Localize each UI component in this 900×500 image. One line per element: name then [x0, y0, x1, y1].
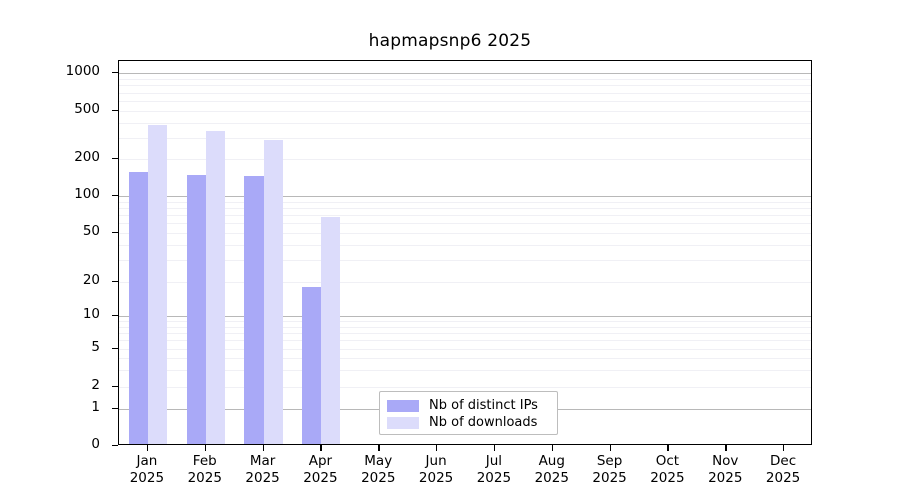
- y-axis-tick: [112, 386, 118, 388]
- chart-legend: Nb of distinct IPs Nb of downloads: [379, 391, 558, 435]
- y-axis-tick: [112, 158, 118, 160]
- x-axis-tick-label: Aug 2025: [534, 453, 569, 486]
- gridline-minor: [119, 244, 811, 246]
- y-axis-tick: [112, 72, 118, 74]
- gridline-minor: [119, 137, 811, 139]
- gridline-minor: [119, 326, 811, 328]
- x-axis-tick: [204, 445, 207, 451]
- bar: [244, 176, 264, 444]
- gridline-minor: [119, 260, 811, 262]
- x-axis-tick-label: Nov 2025: [708, 453, 743, 486]
- x-axis-tick: [783, 445, 785, 451]
- x-axis-tick-label: Jan 2025: [129, 453, 165, 486]
- legend-label-downloads: Nb of downloads: [429, 415, 538, 430]
- legend-item-1[interactable]: Nb of downloads: [387, 414, 550, 431]
- bar: [302, 287, 322, 444]
- y-axis-tick: [112, 232, 118, 234]
- x-axis-tick-label: Jun 2025: [418, 453, 454, 486]
- y-axis-tick: [112, 281, 118, 283]
- x-axis-tick: [493, 445, 496, 451]
- chart-title: hapmapsnp6 2025: [368, 31, 532, 51]
- x-axis-tick-label: Jul 2025: [476, 453, 512, 486]
- y-axis-tick: [112, 195, 118, 197]
- gridline-minor: [119, 387, 811, 388]
- gridline-minor: [119, 233, 811, 234]
- y-axis-tick: [112, 348, 118, 350]
- x-axis-tick-label: Oct 2025: [650, 453, 685, 486]
- plot-area: [118, 60, 812, 445]
- x-axis-tick: [551, 445, 554, 451]
- bar: [147, 125, 167, 444]
- gridline-minor: [119, 370, 811, 372]
- x-axis-tick: [436, 445, 438, 451]
- x-axis-tick-label: Mar 2025: [245, 453, 280, 486]
- gridline-minor: [119, 349, 811, 350]
- legend-item-0[interactable]: Nb of distinct IPs: [387, 397, 550, 414]
- x-axis-tick-label: Sep 2025: [592, 453, 627, 486]
- legend-swatch-downloads: [387, 416, 419, 429]
- gridline-minor: [119, 159, 811, 160]
- gridline-minor: [119, 358, 811, 360]
- gridline-minor: [119, 101, 811, 102]
- x-axis-tick: [146, 445, 149, 451]
- gridline-minor: [119, 207, 811, 209]
- gridline-minor: [119, 78, 811, 80]
- gridline-major: [119, 196, 811, 197]
- bar: [186, 175, 206, 444]
- x-axis-tick-label: Apr 2025: [303, 453, 338, 486]
- bar: [128, 171, 148, 444]
- gridline-major: [119, 316, 811, 317]
- gridline-major: [119, 73, 811, 74]
- gridline-minor: [119, 282, 811, 283]
- x-axis-tick: [378, 445, 380, 451]
- legend-label-distinct-ips: Nb of distinct IPs: [429, 398, 538, 413]
- x-axis-tick: [609, 445, 611, 451]
- gridline-minor: [119, 111, 811, 112]
- gridline-minor: [119, 321, 811, 323]
- bar: [205, 131, 225, 444]
- gridline-minor: [119, 332, 811, 334]
- gridline-minor: [119, 201, 811, 203]
- y-axis-tick: [112, 315, 118, 317]
- y-axis-tick: [112, 408, 118, 410]
- x-axis-tick-label: Feb 2025: [187, 453, 222, 486]
- x-axis-tick-label: May 2025: [361, 453, 396, 486]
- y-axis-tick: [112, 110, 118, 112]
- x-axis-tick-label: Dec 2025: [765, 453, 801, 486]
- gridline-minor: [119, 85, 811, 87]
- x-axis-tick: [320, 445, 322, 451]
- x-axis-tick: [725, 445, 727, 451]
- x-axis-tick: [667, 445, 669, 451]
- y-axis-tick: [112, 445, 118, 447]
- legend-swatch-distinct-ips: [387, 399, 419, 412]
- x-axis-tick: [262, 445, 264, 451]
- gridline-minor: [119, 92, 811, 94]
- gridline-minor: [119, 122, 811, 124]
- gridline-minor: [119, 215, 811, 217]
- gridline-minor: [119, 223, 811, 225]
- bar: [263, 139, 283, 444]
- bar: [321, 216, 341, 444]
- gridline-minor: [119, 340, 811, 342]
